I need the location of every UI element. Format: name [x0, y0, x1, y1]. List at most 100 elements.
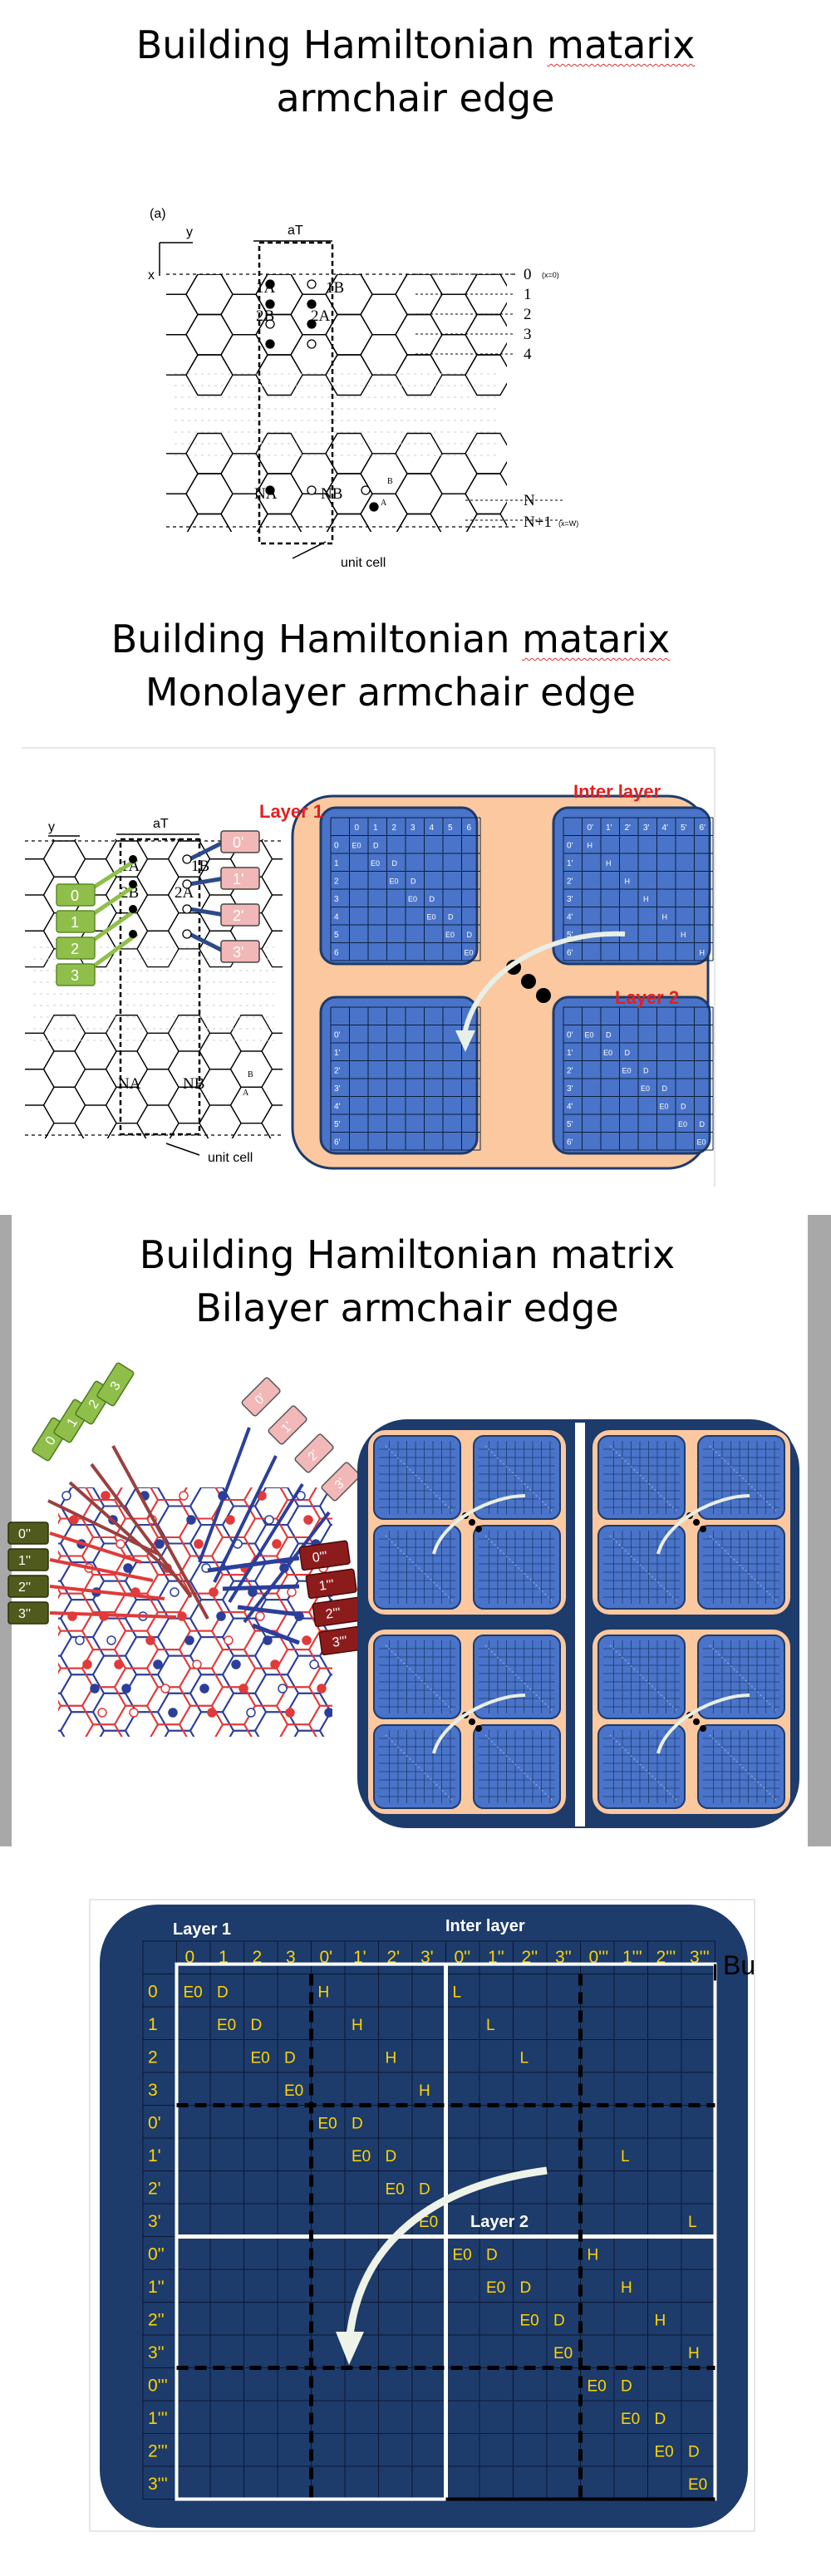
- interlayer-block: 0' 0' 1' 1' 2' 2' 3' 3' 4' 4' 5' 5' 6' 6' H H H H H H H: [552, 806, 714, 966]
- diagonal: [609, 1535, 679, 1603]
- site-label: NA: [118, 1075, 141, 1093]
- cell-h: H: [588, 842, 593, 850]
- lattice-site: [361, 485, 371, 495]
- cell-l: L: [520, 2050, 529, 2067]
- col-header: 0: [185, 1948, 195, 1967]
- lattice-site: [177, 1611, 187, 1621]
- copy-arrow-head: [336, 2332, 364, 2365]
- site-tag-dark-green: [7, 1575, 49, 1598]
- site-label: 1A: [256, 279, 276, 297]
- monolayer-annotations: y aT unit cell 1A 1B 2B 2A NA NB B A: [48, 817, 253, 1165]
- sub-block-frame: [697, 1525, 785, 1610]
- sub-block-frame: [473, 1724, 561, 1809]
- ellipsis-dot: [693, 1519, 700, 1526]
- lattice-site: [246, 1708, 256, 1718]
- site-label: A: [381, 499, 387, 508]
- ellipsis-dot: [521, 974, 536, 989]
- col-header: 2'': [522, 1948, 538, 1967]
- row-header: 3: [148, 2081, 158, 2100]
- cell-d: D: [411, 878, 416, 886]
- hexagon: [44, 1122, 85, 1138]
- slide2-title-part-a: Building Hamiltonian: [111, 617, 523, 661]
- lattice-site: [182, 904, 192, 914]
- lattice-site: [303, 1515, 313, 1525]
- cell-e0: E0: [445, 931, 455, 939]
- diagonal: [709, 1445, 779, 1513]
- tag-label: 3''': [332, 1634, 348, 1649]
- vertical-separator: [575, 1423, 585, 1826]
- leader-line: [243, 1511, 331, 1624]
- cell-e0: E0: [251, 2050, 270, 2067]
- slide1-title: Building Hamiltonian matarix armchair ed…: [0, 18, 831, 125]
- leader-line: [207, 1556, 300, 1573]
- cell-e0: E0: [621, 2411, 640, 2428]
- cell-h: H: [643, 895, 649, 903]
- lattice-site: [270, 1659, 280, 1669]
- y-axis-label: y: [186, 225, 193, 239]
- col-header: 4: [430, 823, 435, 833]
- tag-leader: [188, 839, 226, 862]
- leader-line: [68, 1481, 176, 1577]
- leader-line: [90, 1463, 193, 1599]
- cell-d: D: [520, 2279, 532, 2297]
- cell-d: D: [467, 931, 473, 939]
- ellipsis-dot: [700, 1526, 706, 1532]
- lattice-site: [182, 854, 192, 864]
- lattice-site: [121, 1684, 131, 1694]
- lattice-site: [207, 1708, 217, 1718]
- cell-e0: E0: [217, 2017, 236, 2034]
- hexagon-red: [85, 1723, 123, 1737]
- col-header: 0': [588, 823, 594, 833]
- sub-block-frame: [373, 1525, 461, 1610]
- lattice-site: [255, 1611, 265, 1621]
- bilayer-quadrant: [591, 1428, 792, 1616]
- layer1-block: 0 0 1 1 2 2 3 3 4 4 5 5 6 6 E0 D E0 D E0 D E0 D E0 D E0 D E0: [319, 806, 481, 966]
- row-number: 3: [524, 326, 532, 343]
- col-header: 2': [387, 1948, 401, 1967]
- col-header: 5: [448, 823, 453, 833]
- col-header: 1: [219, 1948, 229, 1967]
- tag-label: 0'': [18, 1527, 31, 1541]
- cell-d: D: [392, 859, 398, 868]
- leader-line: [49, 1585, 165, 1600]
- diagonal: [484, 1535, 554, 1603]
- site-label: 2A: [311, 307, 331, 325]
- lattice-site: [302, 1635, 312, 1645]
- lattice-site: [145, 1635, 155, 1645]
- col-header: 2''': [656, 1948, 676, 1967]
- site-tag-pink: [220, 867, 260, 890]
- cell-h: H: [625, 878, 631, 886]
- sub-block: [597, 1525, 686, 1610]
- copy-arrow: [345, 2166, 548, 2344]
- row-header: 3': [567, 1084, 573, 1094]
- site-tag-dark-green: [7, 1522, 49, 1545]
- site-tag-dark-green: [7, 1548, 49, 1571]
- hexagon: [106, 1122, 147, 1138]
- sub-block-frame: [597, 1724, 686, 1809]
- site-tag-pink: 1': [268, 1405, 307, 1445]
- col-header: 2': [625, 823, 632, 833]
- leader-line: [237, 1605, 300, 1617]
- lattice-site: [265, 485, 275, 495]
- cell-e0: E0: [408, 895, 417, 903]
- leader-line: [252, 1623, 300, 1645]
- sub-block-frame: [473, 1525, 561, 1610]
- row-header: 0: [148, 1983, 158, 2002]
- lattice-site: [264, 1515, 274, 1525]
- cell-e0: E0: [697, 1138, 706, 1147]
- lattice-site: [61, 1491, 71, 1501]
- tag-label: 0: [71, 887, 79, 904]
- row-header: 3'': [148, 2343, 165, 2362]
- cell-d: D: [251, 2017, 263, 2034]
- site-label: NA: [254, 485, 278, 503]
- slide1-title-line2: armchair edge: [276, 76, 555, 120]
- bilayer-lattice: [58, 1487, 332, 1737]
- row-header: 1: [148, 2015, 158, 2034]
- copy-arrow: [432, 1494, 526, 1555]
- col-header: 0'': [455, 1948, 471, 1967]
- leader-line: [111, 1445, 209, 1620]
- lattice-site: [182, 879, 192, 889]
- col-header: 0: [355, 823, 360, 833]
- ellipsis-dot: [475, 1526, 482, 1532]
